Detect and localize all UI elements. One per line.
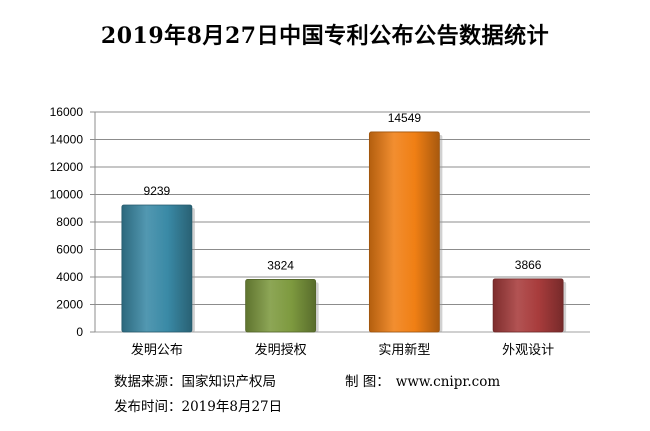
date-label: 发布时间： [114, 395, 182, 415]
maker-value: www.cnipr.com [396, 374, 500, 390]
data-label: 3824 [267, 258, 294, 272]
axis-layer: 0 2000 4000 6000 8000 10000 12000 14000 16000 [50, 105, 95, 339]
bar-2 [246, 279, 316, 332]
data-label: 3866 [515, 258, 542, 272]
data-label: 9239 [144, 184, 171, 198]
y-tick-label: 10000 [50, 188, 84, 202]
y-tick-label: 0 [76, 325, 83, 339]
x-tick-label: 发明公布 [131, 342, 183, 358]
footer-maker-line: 制 图： www.cnipr.com [345, 370, 500, 390]
y-tick-label: 8000 [56, 215, 83, 229]
x-tick-label: 发明授权 [255, 342, 307, 358]
date-value: 2019年8月27日 [182, 395, 283, 415]
source-value: 国家知识产权局 [182, 370, 277, 390]
y-tick-label: 2000 [56, 298, 83, 312]
maker-label: 制 图： [345, 370, 390, 390]
y-tick-label: 14000 [50, 133, 84, 147]
x-tick-label: 实用新型 [378, 342, 430, 358]
source-label: 数据来源： [114, 370, 182, 390]
bar-chart: 0 2000 4000 6000 8000 10000 12000 14000 16000 92… [0, 0, 650, 380]
y-tick-label: 6000 [56, 243, 83, 257]
y-tick-label: 12000 [50, 160, 84, 174]
bar-1 [122, 205, 192, 332]
bar-4 [493, 279, 563, 332]
bar-layer [122, 132, 566, 332]
y-tick-label: 16000 [50, 105, 84, 119]
data-label: 14549 [388, 111, 422, 125]
footer-source-line: 数据来源：国家知识产权局 [114, 370, 276, 390]
footer-date-line: 发布时间：2019年8月27日 [114, 395, 282, 415]
y-tick-label: 4000 [56, 270, 83, 284]
bar-3 [369, 132, 439, 332]
x-tick-label: 外观设计 [502, 343, 554, 358]
